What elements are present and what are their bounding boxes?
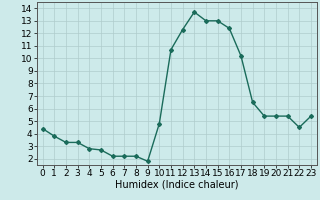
X-axis label: Humidex (Indice chaleur): Humidex (Indice chaleur) (115, 180, 238, 190)
